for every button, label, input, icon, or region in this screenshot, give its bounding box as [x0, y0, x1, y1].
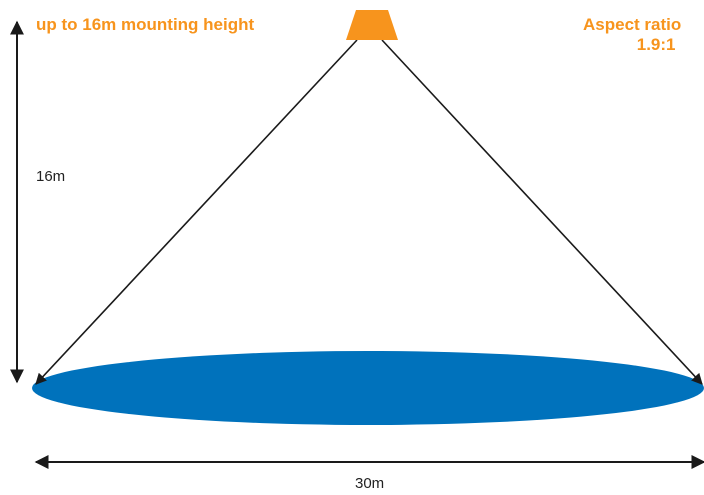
- height-dimension-label: 16m: [36, 168, 66, 185]
- light-fixture-icon: [346, 10, 398, 40]
- mounting-height-label: up to 16m mounting height: [36, 15, 255, 34]
- beam-line-right: [381, 39, 703, 385]
- aspect-ratio-line1: Aspect ratio: [583, 15, 682, 34]
- width-dimension-label: 30m: [355, 475, 385, 492]
- beam-line-left: [35, 39, 358, 385]
- coverage-area: [32, 351, 704, 425]
- aspect-ratio-label: Aspect ratio 1.9:1: [583, 15, 681, 54]
- aspect-ratio-line2: 1.9:1: [636, 34, 676, 54]
